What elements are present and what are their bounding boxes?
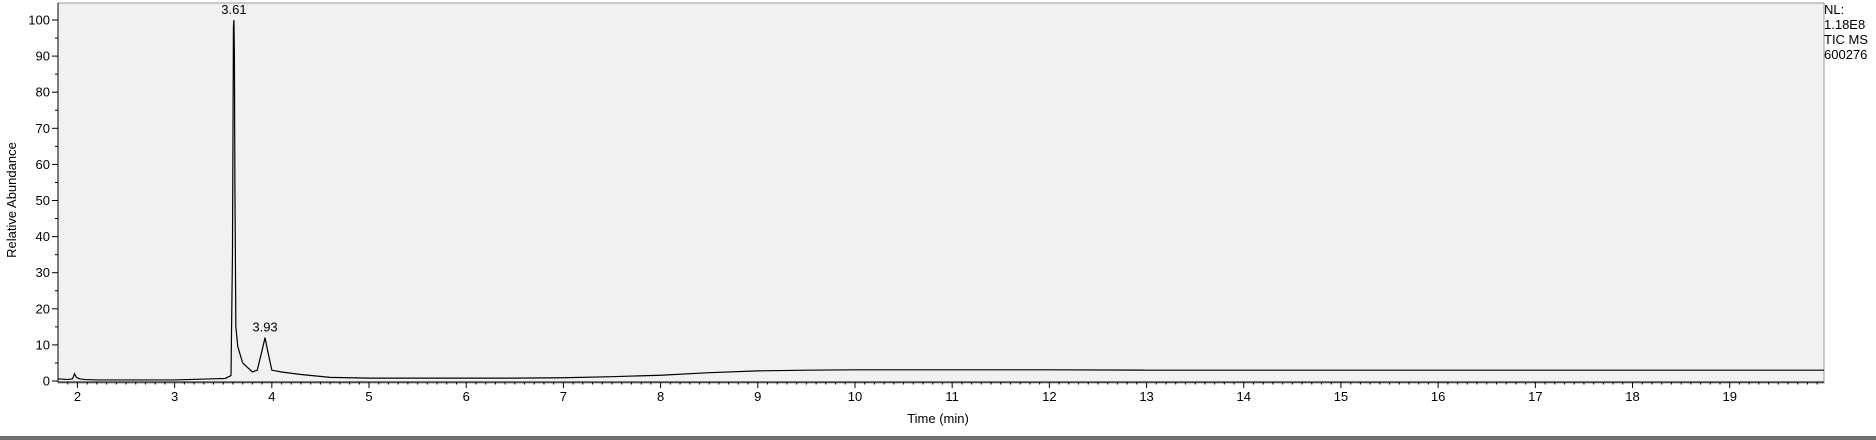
y-tick-label: 40 <box>36 229 50 244</box>
axis-ticks <box>52 3 1824 388</box>
x-tick-label: 7 <box>560 389 567 404</box>
y-tick-label: 0 <box>43 374 50 389</box>
x-tick-label: 4 <box>268 389 275 404</box>
x-tick-label: 11 <box>945 389 959 404</box>
info-line-scan-type: TIC MS <box>1824 32 1869 47</box>
x-tick-label: 10 <box>848 389 862 404</box>
axis-tick-labels: 0 10 20 30 40 50 60 70 80 90 100 2 3 4 5 6 7 8 9 10 11 12 13 14… <box>28 13 1737 405</box>
info-line-nl: NL: <box>1824 2 1845 17</box>
x-tick-label: 5 <box>365 389 372 404</box>
x-tick-label: 12 <box>1042 389 1056 404</box>
x-axis-title: Time (min) <box>907 411 969 426</box>
x-tick-label: 16 <box>1431 389 1445 404</box>
x-tick-label: 18 <box>1625 389 1639 404</box>
peak-label: 3.61 <box>221 2 246 17</box>
x-tick-label: 8 <box>657 389 664 404</box>
y-tick-label: 100 <box>28 13 50 28</box>
x-tick-label: 3 <box>171 389 178 404</box>
x-tick-label: 19 <box>1722 389 1736 404</box>
x-tick-label: 6 <box>463 389 470 404</box>
y-tick-label: 50 <box>36 193 50 208</box>
normalization-info: NL: 1.18E8 TIC MS 600276 <box>1824 2 1876 62</box>
y-axis-title: Relative Abundance <box>4 142 19 258</box>
peak-labels: 3.61 3.93 <box>221 2 277 335</box>
x-tick-label: 15 <box>1334 389 1348 404</box>
y-tick-label: 10 <box>36 337 50 352</box>
tic-trace <box>57 19 1824 381</box>
x-tick-label: 13 <box>1139 389 1153 404</box>
y-tick-label: 30 <box>36 265 50 280</box>
bottom-status-bar <box>0 436 1876 440</box>
info-line-nl-value: 1.18E8 <box>1824 17 1866 32</box>
peak-label: 3.93 <box>252 320 277 335</box>
x-tick-label: 17 <box>1528 389 1542 404</box>
plot-area <box>57 2 1825 384</box>
y-tick-label: 70 <box>36 121 50 136</box>
y-tick-label: 80 <box>36 85 50 100</box>
y-tick-label: 20 <box>36 301 50 316</box>
y-tick-label: 60 <box>36 157 50 172</box>
y-tick-label: 90 <box>36 49 50 64</box>
x-tick-label: 14 <box>1237 389 1251 404</box>
x-tick-label: 9 <box>754 389 761 404</box>
x-tick-label: 2 <box>74 389 81 404</box>
info-line-file-id: 600276 <box>1824 47 1868 62</box>
